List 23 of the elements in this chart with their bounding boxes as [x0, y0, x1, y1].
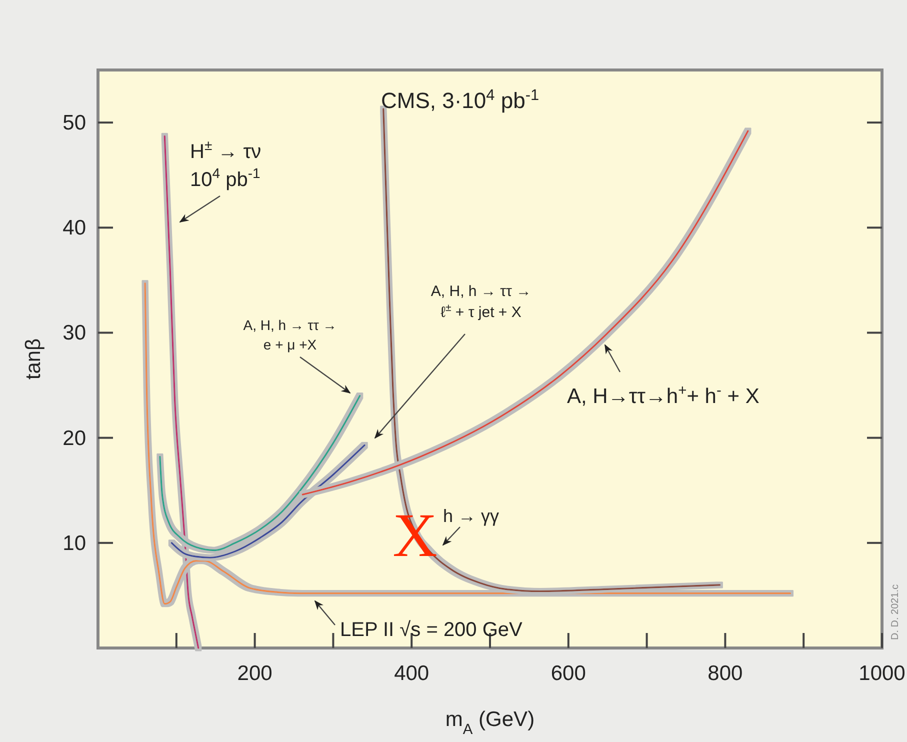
- x-axis-title: m$_{A}$ (GeV): [445, 708, 535, 738]
- y-axis-title: tanβ: [22, 338, 45, 380]
- y-tick-label: 10: [62, 532, 86, 555]
- x-tick-label: 1000: [858, 662, 906, 685]
- annotation: A, H, h → ττ → ℓ$^{±}$ + τ jet + X: [430, 283, 532, 321]
- annotation: LEP II √s = 200 GeV: [340, 619, 524, 641]
- text: D. D. 2021.c: [890, 584, 901, 640]
- line-series: [159, 394, 361, 552]
- x-tick-label: 600: [550, 662, 586, 685]
- annotation: H$^{±}$ → τν 10$^{4}$ pb$^{-1}$: [190, 137, 262, 191]
- line-series: [170, 444, 366, 558]
- y-tick-label: 30: [62, 322, 86, 345]
- line-series: [144, 282, 792, 605]
- y-tick-label: 40: [62, 216, 86, 240]
- y-tick-label: 20: [62, 426, 86, 450]
- annotation: A, H, h → ττ → e + μ +X: [243, 317, 337, 353]
- x-tick-label: 800: [708, 662, 743, 685]
- x-tick-label: 400: [394, 662, 430, 685]
- y-tick-label: 50: [62, 112, 86, 135]
- text: CMS, 3·10$^{4}$ pb$^{-1}$: [381, 86, 539, 113]
- annotation: A, H→ττ→h$^{+}$+ h$^{-}$ + X: [567, 383, 760, 408]
- annotation: h → γγ: [443, 506, 500, 526]
- x-tick-label: 200: [237, 662, 272, 685]
